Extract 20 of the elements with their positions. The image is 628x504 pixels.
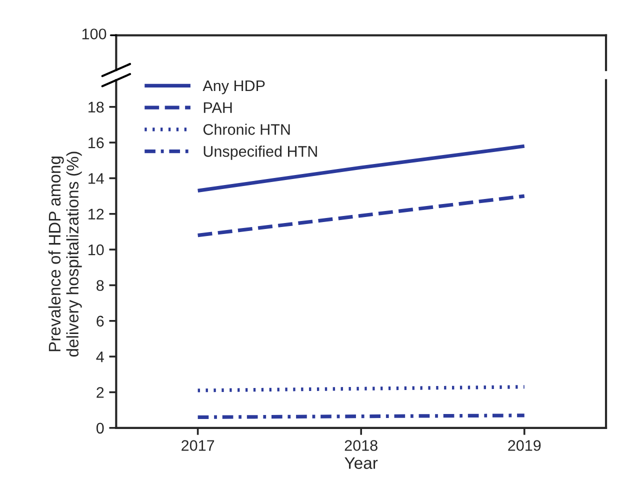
y-tick-label: 12: [88, 208, 104, 220]
y-tick-label: 0: [96, 422, 104, 434]
x-axis-title: Year: [344, 457, 378, 469]
x-tick-label: 2018: [344, 440, 378, 451]
legend-label: Unspecified HTN: [204, 146, 317, 160]
y-tick-label: 8: [96, 280, 104, 291]
text: 100: [82, 28, 106, 40]
legend-label: Chronic HTN: [203, 124, 290, 135]
y-tick-label: 10: [88, 244, 104, 256]
x-tick-label: 2017: [182, 440, 214, 451]
y-tick-label: 2: [96, 387, 104, 398]
y-axis-title: Prevalence of HDP among delivery hospitalizations (%): [48, 152, 82, 357]
y-tick-label: 16: [88, 137, 104, 148]
legend-label: PAH: [204, 102, 232, 113]
legend-label: Any HDP: [202, 80, 265, 94]
y-tick-label: 14: [88, 173, 104, 184]
y-tick-label: 4: [96, 352, 104, 362]
x-tick-label: 2019: [508, 440, 541, 451]
y-tick-label: 6: [96, 316, 104, 327]
y-tick-label: 18: [88, 102, 104, 113]
